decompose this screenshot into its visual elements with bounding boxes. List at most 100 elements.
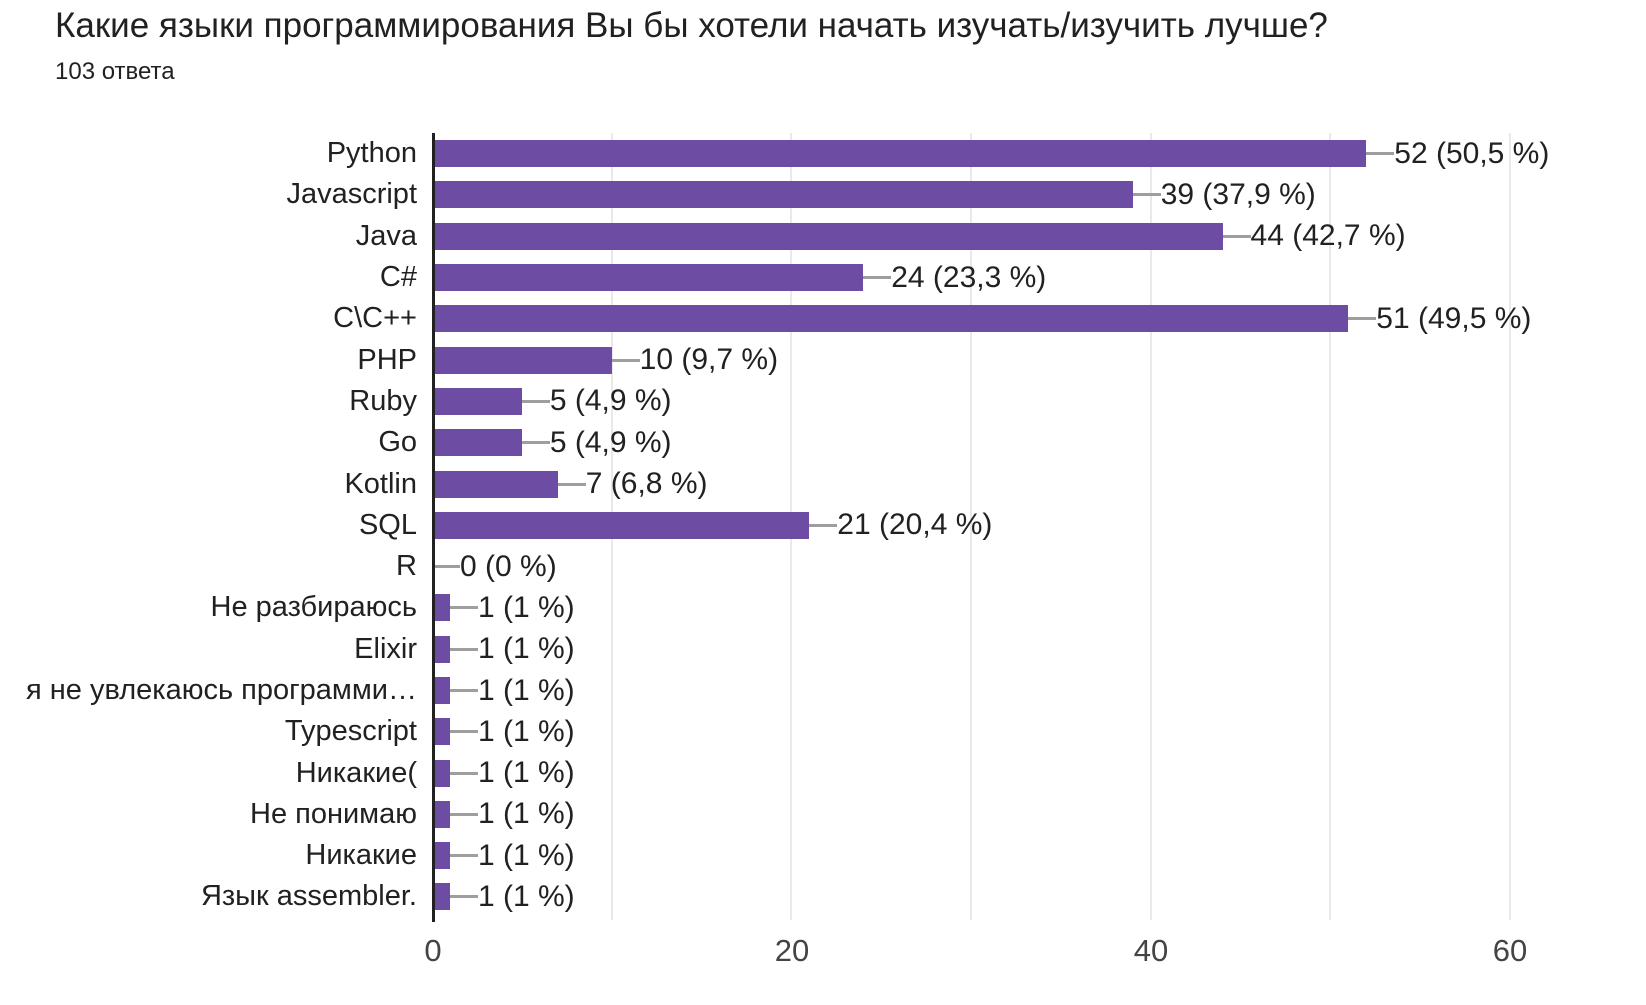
leader-line xyxy=(809,523,838,527)
bar-track: 1 (1 %) xyxy=(432,587,1510,628)
page-title: Какие языки программирования Вы бы хотел… xyxy=(55,6,1328,45)
bar[interactable] xyxy=(432,718,450,746)
leader-line xyxy=(521,441,550,445)
category-label: PHP xyxy=(357,343,417,376)
category-label: C# xyxy=(379,261,417,294)
leader-line xyxy=(449,812,478,816)
gridline xyxy=(1149,133,1152,920)
bar-track: 1 (1 %) xyxy=(432,835,1510,876)
bar[interactable] xyxy=(432,511,810,539)
value-label: 5 (4,9 %) xyxy=(549,425,672,459)
leader-line xyxy=(521,399,550,403)
bar[interactable] xyxy=(432,222,1223,250)
bar-rows: Python 52 (50,5 %) Javascript 39 (37,9 %) Ja… xyxy=(0,133,1646,918)
category-label: Kotlin xyxy=(344,467,417,500)
category-label: Go xyxy=(378,426,417,459)
bar-row: R 0 (0 %) xyxy=(0,546,1646,587)
category-label: Python xyxy=(326,137,417,170)
bar[interactable] xyxy=(432,387,522,415)
category-label: Не разбираюсь xyxy=(210,591,417,624)
bar-track: 7 (6,8 %) xyxy=(432,463,1510,504)
leader-line xyxy=(1348,317,1377,321)
leader-line xyxy=(1366,152,1395,156)
bar-track: 1 (1 %) xyxy=(432,711,1510,752)
bar-row: Go 5 (4,9 %) xyxy=(0,422,1646,463)
leader-line xyxy=(1222,234,1251,238)
gridline xyxy=(1509,133,1511,920)
bar-track: 1 (1 %) xyxy=(432,794,1510,835)
bar-track: 21 (20,4 %) xyxy=(432,505,1510,546)
bar[interactable] xyxy=(432,346,612,374)
leader-line xyxy=(449,771,478,775)
bar-row: я не увлекаюсь программи… 1 (1 %) xyxy=(0,670,1646,711)
bar[interactable] xyxy=(432,305,1349,333)
category-label: Не понимаю xyxy=(250,797,417,830)
gridline xyxy=(970,133,972,920)
bar-track: 0 (0 %) xyxy=(432,546,1510,587)
value-label: 44 (42,7 %) xyxy=(1250,219,1406,253)
bar-row: Ruby 5 (4,9 %) xyxy=(0,381,1646,422)
bar-track: 5 (4,9 %) xyxy=(432,422,1510,463)
bar[interactable] xyxy=(432,140,1367,168)
bar[interactable] xyxy=(432,677,450,704)
value-label: 1 (1 %) xyxy=(477,590,575,624)
value-label: 51 (49,5 %) xyxy=(1376,301,1532,335)
bar-chart: Python 52 (50,5 %) Javascript 39 (37,9 %) Ja… xyxy=(0,133,1646,973)
bar[interactable] xyxy=(432,759,450,787)
bar-row: Javascript 39 (37,9 %) xyxy=(0,174,1646,215)
bar[interactable] xyxy=(432,800,450,828)
value-label: 24 (23,3 %) xyxy=(891,260,1047,294)
value-label: 1 (1 %) xyxy=(477,714,575,748)
value-label: 0 (0 %) xyxy=(460,549,557,583)
leader-line xyxy=(449,895,478,899)
category-label: я не увлекаюсь программи… xyxy=(26,674,417,706)
bar-track: 44 (42,7 %) xyxy=(432,216,1510,257)
bar-track: 1 (1 %) xyxy=(432,752,1510,793)
category-label: Ruby xyxy=(349,384,417,417)
y-axis-line xyxy=(432,133,435,922)
bar[interactable] xyxy=(432,181,1133,209)
value-label: 1 (1 %) xyxy=(477,879,575,913)
category-label: Elixir xyxy=(354,632,417,665)
category-label: Язык assembler. xyxy=(200,880,417,913)
bar-track: 1 (1 %) xyxy=(432,629,1510,670)
response-count: 103 ответа xyxy=(55,58,175,85)
leader-line xyxy=(449,854,478,858)
bar-row: Typescript 1 (1 %) xyxy=(0,711,1646,752)
x-tick-label: 0 xyxy=(424,933,442,968)
bar[interactable] xyxy=(432,470,558,498)
category-label: R xyxy=(396,550,417,583)
value-label: 5 (4,9 %) xyxy=(549,384,672,418)
leader-line xyxy=(863,276,892,280)
bar[interactable] xyxy=(432,635,450,663)
bar[interactable] xyxy=(432,264,864,292)
value-label: 1 (1 %) xyxy=(477,673,575,707)
bar-row: PHP 10 (9,7 %) xyxy=(0,339,1646,380)
bar-track: 51 (49,5 %) xyxy=(432,298,1531,339)
bar-row: Не разбираюсь 1 (1 %) xyxy=(0,587,1646,628)
bar[interactable] xyxy=(432,883,450,911)
value-label: 39 (37,9 %) xyxy=(1160,177,1316,211)
bar-track: 24 (23,3 %) xyxy=(432,257,1510,298)
leader-line xyxy=(611,358,640,362)
x-axis-tick-labels: 0 20 40 60 xyxy=(424,933,1527,973)
bar-row: Java 44 (42,7 %) xyxy=(0,216,1646,257)
bar-row: SQL 21 (20,4 %) xyxy=(0,505,1646,546)
bar-row: Никакие(1 (1 %) xyxy=(0,752,1646,793)
bar-row: C\C++ 51 (49,5 %) xyxy=(0,298,1646,339)
bar[interactable] xyxy=(432,842,450,870)
category-label: SQL xyxy=(358,508,417,541)
leader-line xyxy=(1132,193,1161,197)
bar-row: Python 52 (50,5 %) xyxy=(0,133,1646,174)
bar-track: 10 (9,7 %) xyxy=(432,339,1510,380)
bar-row: Elixir 1 (1 %) xyxy=(0,629,1646,670)
bar[interactable] xyxy=(432,429,522,457)
x-tick-label: 40 xyxy=(1133,933,1169,968)
leader-line xyxy=(449,689,478,692)
bar-track: 1 (1 %) xyxy=(432,670,1510,711)
bar[interactable] xyxy=(432,594,450,622)
bar-row: C# 24 (23,3 %) xyxy=(0,257,1646,298)
value-label: 10 (9,7 %) xyxy=(639,343,779,377)
bar-row: Язык assembler. 1 (1 %) xyxy=(0,876,1646,917)
bar-track: 52 (50,5 %) xyxy=(432,133,1549,174)
